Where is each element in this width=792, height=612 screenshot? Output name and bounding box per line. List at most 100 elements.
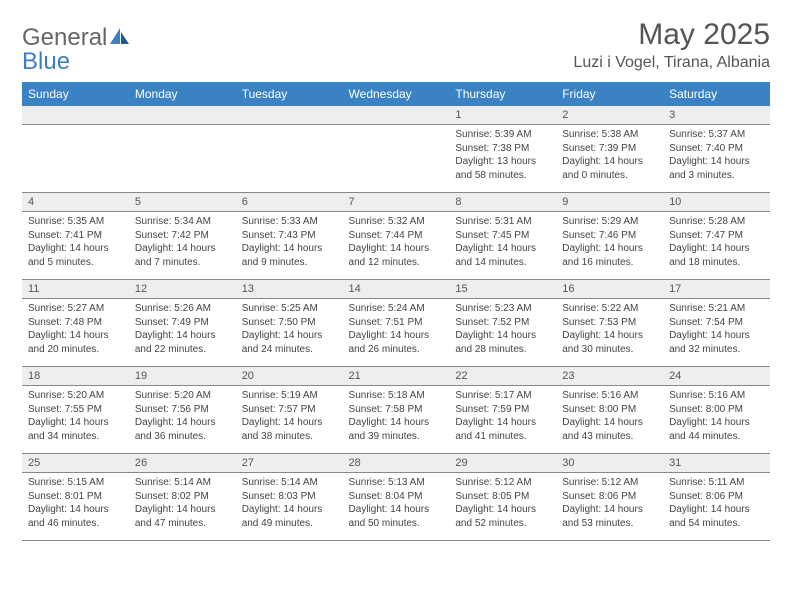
day-content-row: Sunrise: 5:15 AMSunset: 8:01 PM Daylight:… — [22, 473, 770, 541]
sunrise-text: Sunrise: 5:12 AM — [455, 476, 550, 490]
day-number-cell: 7 — [343, 193, 450, 212]
sunset-text: Sunset: 7:40 PM — [669, 142, 764, 156]
day-content-cell: Sunrise: 5:14 AMSunset: 8:03 PMDaylight:… — [236, 473, 343, 541]
day-number-cell — [22, 106, 129, 125]
sunrise-text: Sunrise: 5:23 AM — [455, 302, 550, 316]
sunrise-text: Sunrise: 5:15 AM — [28, 476, 123, 490]
day-content-cell: Sunrise: 5:12 AMSunset: 8:06 PMDaylight:… — [556, 473, 663, 541]
sunset-text: Sunset: 8:00 PM — [669, 403, 764, 417]
day-number-cell: 17 — [663, 280, 770, 299]
day-content-cell: Sunrise: 5:28 AMSunset: 7:47 PMDaylight:… — [663, 212, 770, 280]
sunset-text: Sunset: 7:44 PM — [349, 229, 444, 243]
day-number-cell: 20 — [236, 367, 343, 386]
day-content-cell: Sunrise: 5:39 AMSunset: 7:38 PMDaylight:… — [449, 125, 556, 193]
sunrise-text: Sunrise: 5:14 AM — [242, 476, 337, 490]
sunset-text: Sunset: 7:51 PM — [349, 316, 444, 330]
sunset-text: Sunset: 7:41 PM — [28, 229, 123, 243]
daylight-text: Daylight: 14 hours and 34 minutes. — [28, 416, 123, 443]
day-content-cell: Sunrise: 5:13 AMSunset: 8:04 PMDaylight:… — [343, 473, 450, 541]
daylight-text: Daylight: 14 hours and 16 minutes. — [562, 242, 657, 269]
sunrise-text: Sunrise: 5:13 AM — [349, 476, 444, 490]
sunset-text: Sunset: 7:50 PM — [242, 316, 337, 330]
daylight-text: Daylight: 14 hours and 52 minutes. — [455, 503, 550, 530]
daylight-text: Daylight: 14 hours and 53 minutes. — [562, 503, 657, 530]
sunrise-text: Sunrise: 5:31 AM — [455, 215, 550, 229]
day-content-cell: Sunrise: 5:19 AMSunset: 7:57 PMDaylight:… — [236, 386, 343, 454]
brand-logo: GeneralBlue — [22, 24, 131, 76]
day-number-cell — [129, 106, 236, 125]
day-content-cell: Sunrise: 5:27 AMSunset: 7:48 PMDaylight:… — [22, 299, 129, 367]
sunset-text: Sunset: 7:49 PM — [135, 316, 230, 330]
day-number-cell: 2 — [556, 106, 663, 125]
day-number-cell: 3 — [663, 106, 770, 125]
sunrise-text: Sunrise: 5:18 AM — [349, 389, 444, 403]
day-content-cell: Sunrise: 5:34 AMSunset: 7:42 PMDaylight:… — [129, 212, 236, 280]
page-header: GeneralBlue May 2025 Luzi i Vogel, Tiran… — [22, 18, 770, 76]
day-number-cell: 15 — [449, 280, 556, 299]
day-number-cell: 29 — [449, 454, 556, 473]
daylight-text: Daylight: 14 hours and 30 minutes. — [562, 329, 657, 356]
sunset-text: Sunset: 8:00 PM — [562, 403, 657, 417]
daylight-text: Daylight: 14 hours and 32 minutes. — [669, 329, 764, 356]
sunset-text: Sunset: 7:55 PM — [28, 403, 123, 417]
day-content-cell: Sunrise: 5:15 AMSunset: 8:01 PMDaylight:… — [22, 473, 129, 541]
sunrise-text: Sunrise: 5:11 AM — [669, 476, 764, 490]
day-content-cell: Sunrise: 5:31 AMSunset: 7:45 PMDaylight:… — [449, 212, 556, 280]
sunset-text: Sunset: 7:39 PM — [562, 142, 657, 156]
daylight-text: Daylight: 14 hours and 14 minutes. — [455, 242, 550, 269]
day-content-cell: Sunrise: 5:20 AMSunset: 7:56 PMDaylight:… — [129, 386, 236, 454]
sunset-text: Sunset: 8:04 PM — [349, 490, 444, 504]
daylight-text: Daylight: 14 hours and 47 minutes. — [135, 503, 230, 530]
day-number-cell: 14 — [343, 280, 450, 299]
sunrise-text: Sunrise: 5:38 AM — [562, 128, 657, 142]
sunrise-text: Sunrise: 5:34 AM — [135, 215, 230, 229]
sunset-text: Sunset: 7:59 PM — [455, 403, 550, 417]
sunrise-text: Sunrise: 5:16 AM — [562, 389, 657, 403]
day-number-cell: 28 — [343, 454, 450, 473]
sunset-text: Sunset: 7:42 PM — [135, 229, 230, 243]
day-number-cell: 1 — [449, 106, 556, 125]
daylight-text: Daylight: 14 hours and 49 minutes. — [242, 503, 337, 530]
sunrise-text: Sunrise: 5:32 AM — [349, 215, 444, 229]
sunset-text: Sunset: 7:58 PM — [349, 403, 444, 417]
calendar-header-row: SundayMondayTuesdayWednesdayThursdayFrid… — [22, 82, 770, 106]
weekday-header: Monday — [129, 82, 236, 106]
sunset-text: Sunset: 8:06 PM — [562, 490, 657, 504]
day-number-cell: 8 — [449, 193, 556, 212]
sunrise-text: Sunrise: 5:12 AM — [562, 476, 657, 490]
daylight-text: Daylight: 14 hours and 39 minutes. — [349, 416, 444, 443]
sunset-text: Sunset: 8:01 PM — [28, 490, 123, 504]
sunrise-text: Sunrise: 5:37 AM — [669, 128, 764, 142]
day-content-cell: Sunrise: 5:35 AMSunset: 7:41 PMDaylight:… — [22, 212, 129, 280]
day-number-cell: 12 — [129, 280, 236, 299]
sunset-text: Sunset: 7:46 PM — [562, 229, 657, 243]
daylight-text: Daylight: 14 hours and 12 minutes. — [349, 242, 444, 269]
weekday-header: Friday — [556, 82, 663, 106]
day-number-row: 18192021222324 — [22, 367, 770, 386]
day-number-cell: 22 — [449, 367, 556, 386]
sunrise-text: Sunrise: 5:24 AM — [349, 302, 444, 316]
day-content-cell: Sunrise: 5:29 AMSunset: 7:46 PMDaylight:… — [556, 212, 663, 280]
sunset-text: Sunset: 8:03 PM — [242, 490, 337, 504]
sunset-text: Sunset: 7:56 PM — [135, 403, 230, 417]
day-content-cell: Sunrise: 5:32 AMSunset: 7:44 PMDaylight:… — [343, 212, 450, 280]
day-content-cell: Sunrise: 5:38 AMSunset: 7:39 PMDaylight:… — [556, 125, 663, 193]
day-number-cell: 27 — [236, 454, 343, 473]
day-content-row: Sunrise: 5:39 AMSunset: 7:38 PMDaylight:… — [22, 125, 770, 193]
day-content-cell — [22, 125, 129, 193]
title-block: May 2025 Luzi i Vogel, Tirana, Albania — [573, 18, 770, 72]
day-number-cell: 10 — [663, 193, 770, 212]
day-content-cell: Sunrise: 5:21 AMSunset: 7:54 PMDaylight:… — [663, 299, 770, 367]
daylight-text: Daylight: 14 hours and 26 minutes. — [349, 329, 444, 356]
day-number-cell: 6 — [236, 193, 343, 212]
day-number-cell: 9 — [556, 193, 663, 212]
day-content-cell: Sunrise: 5:37 AMSunset: 7:40 PMDaylight:… — [663, 125, 770, 193]
day-content-cell: Sunrise: 5:33 AMSunset: 7:43 PMDaylight:… — [236, 212, 343, 280]
daylight-text: Daylight: 14 hours and 9 minutes. — [242, 242, 337, 269]
day-number-row: 45678910 — [22, 193, 770, 212]
daylight-text: Daylight: 13 hours and 58 minutes. — [455, 155, 550, 182]
sunset-text: Sunset: 7:52 PM — [455, 316, 550, 330]
day-content-cell — [343, 125, 450, 193]
day-number-row: 11121314151617 — [22, 280, 770, 299]
daylight-text: Daylight: 14 hours and 50 minutes. — [349, 503, 444, 530]
